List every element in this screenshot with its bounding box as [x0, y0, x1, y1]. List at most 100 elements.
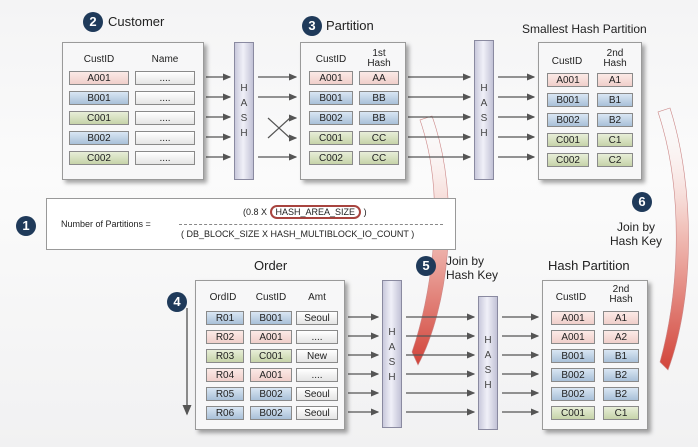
- cust-id-cell: B002: [309, 111, 353, 125]
- name-cell: ....: [135, 111, 195, 125]
- ord-id-cell: R02: [206, 330, 244, 344]
- hash-value-cell: B1: [603, 349, 639, 363]
- step-badge-1: 1: [16, 216, 36, 236]
- step-badge-4: 4: [167, 292, 187, 312]
- cust-id-cell: B002: [250, 387, 292, 401]
- column-header: CustID: [255, 292, 287, 303]
- cust-id-cell: C001: [250, 349, 292, 363]
- hash-value-cell: C2: [597, 153, 633, 167]
- step-badge-6: 6: [632, 192, 652, 212]
- formula-label: Number of Partitions =: [61, 219, 151, 229]
- numerator-suffix: ): [363, 207, 367, 217]
- join-swoosh-6: [657, 107, 689, 371]
- cust-id-cell: B001: [551, 349, 595, 363]
- cust-id-cell: A001: [250, 368, 292, 382]
- column-header: 1st Hash: [367, 48, 391, 69]
- cust-id-cell: B002: [551, 368, 595, 382]
- hash-area-size-highlight: HASH_AREA_SIZE: [269, 205, 362, 219]
- cust-id-cell: A001: [250, 330, 292, 344]
- cust-id-cell: C001: [547, 133, 589, 147]
- hash-cross-line: [267, 117, 291, 139]
- name-cell: ....: [135, 131, 195, 145]
- cust-id-cell: A001: [547, 73, 589, 87]
- cust-id-cell: C001: [69, 111, 129, 125]
- partition-table: CustID 1st Hash A001 AA B001 BB B002 BB C001 CC…: [300, 42, 406, 180]
- column-header: Name: [151, 54, 179, 65]
- ord-id-cell: R05: [206, 387, 244, 401]
- cust-id-cell: C002: [547, 153, 589, 167]
- amt-cell: ....: [296, 330, 338, 344]
- partition-title: Partition: [326, 18, 374, 33]
- column-header: Amt: [308, 292, 326, 303]
- smallest-hash-partition-table: CustID 2nd Hash A001 A1 B001 B1 B002 B2 C001 C1…: [538, 42, 642, 180]
- hash-value-cell: B2: [603, 368, 639, 382]
- ord-id-cell: R01: [206, 311, 244, 325]
- formula-numerator: (0.8 X HASH_AREA_SIZE ): [243, 205, 367, 219]
- amt-cell: Seoul: [296, 387, 338, 401]
- hash-value-cell: C1: [603, 406, 639, 420]
- cust-id-cell: A001: [551, 311, 595, 325]
- cust-id-cell: B001: [69, 91, 129, 105]
- step-badge-5: 5: [416, 256, 436, 276]
- ord-id-cell: R04: [206, 368, 244, 382]
- hash-value-cell: BB: [359, 91, 399, 105]
- join-label-5: Join by Hash Key: [446, 254, 499, 282]
- step-badge-2: 2: [83, 12, 103, 32]
- formula-fraction-line: [179, 224, 443, 225]
- numerator-prefix: (0.8 X: [243, 207, 268, 217]
- formula-denominator: ( DB_BLOCK_SIZE X HASH_MULTIBLOCK_IO_COU…: [181, 229, 415, 239]
- cust-id-cell: B001: [547, 93, 589, 107]
- cust-id-cell: A001: [551, 330, 595, 344]
- cust-id-cell: C001: [551, 406, 595, 420]
- column-header: 2nd Hash: [603, 48, 627, 69]
- hash-partition-title: Hash Partition: [548, 258, 630, 273]
- hash-value-cell: A1: [597, 73, 633, 87]
- hash-value-cell: B2: [597, 113, 633, 127]
- cust-id-cell: B002: [547, 113, 589, 127]
- column-header: OrdID: [209, 292, 237, 303]
- amt-cell: New: [296, 349, 338, 363]
- cust-id-cell: A001: [309, 71, 353, 85]
- hash-value-cell: B1: [597, 93, 633, 107]
- hash-value-cell: CC: [359, 151, 399, 165]
- step-badge-3: 3: [302, 16, 322, 36]
- cust-id-cell: B002: [69, 131, 129, 145]
- cust-id-cell: C002: [309, 151, 353, 165]
- order-title: Order: [254, 258, 288, 273]
- name-cell: ....: [135, 151, 195, 165]
- column-header: CustID: [551, 56, 583, 67]
- amt-cell: ....: [296, 368, 338, 382]
- cust-id-cell: B001: [250, 311, 292, 325]
- customer-table: CustID Name A001.... B001.... C001.... B002…: [62, 42, 204, 180]
- customer-title: Customer: [108, 14, 165, 29]
- hash-value-cell: A1: [603, 311, 639, 325]
- cust-id-cell: B001: [309, 91, 353, 105]
- ord-id-cell: R06: [206, 406, 244, 420]
- ord-id-cell: R03: [206, 349, 244, 363]
- hash-value-cell: C1: [597, 133, 633, 147]
- formula-box: Number of Partitions = (0.8 X HASH_AREA_…: [46, 198, 456, 250]
- column-header: CustID: [83, 54, 115, 65]
- column-header: 2nd Hash: [609, 284, 633, 305]
- cust-id-cell: B002: [551, 387, 595, 401]
- cust-id-cell: B002: [250, 406, 292, 420]
- cust-id-cell: C001: [309, 131, 353, 145]
- hash-value-cell: A2: [603, 330, 639, 344]
- smallest-hash-partition-title: Smallest Hash Partition: [522, 22, 647, 36]
- cust-id-cell: C002: [69, 151, 129, 165]
- order-table: OrdID CustID Amt R01 B001 Seoul R02 A001....…: [195, 280, 345, 430]
- column-header: CustID: [555, 292, 587, 303]
- column-header: CustID: [315, 54, 347, 65]
- cust-id-cell: A001: [69, 71, 129, 85]
- join-label-6: Join by Hash Key: [610, 220, 663, 248]
- hash-value-cell: BB: [359, 111, 399, 125]
- amt-cell: Seoul: [296, 311, 338, 325]
